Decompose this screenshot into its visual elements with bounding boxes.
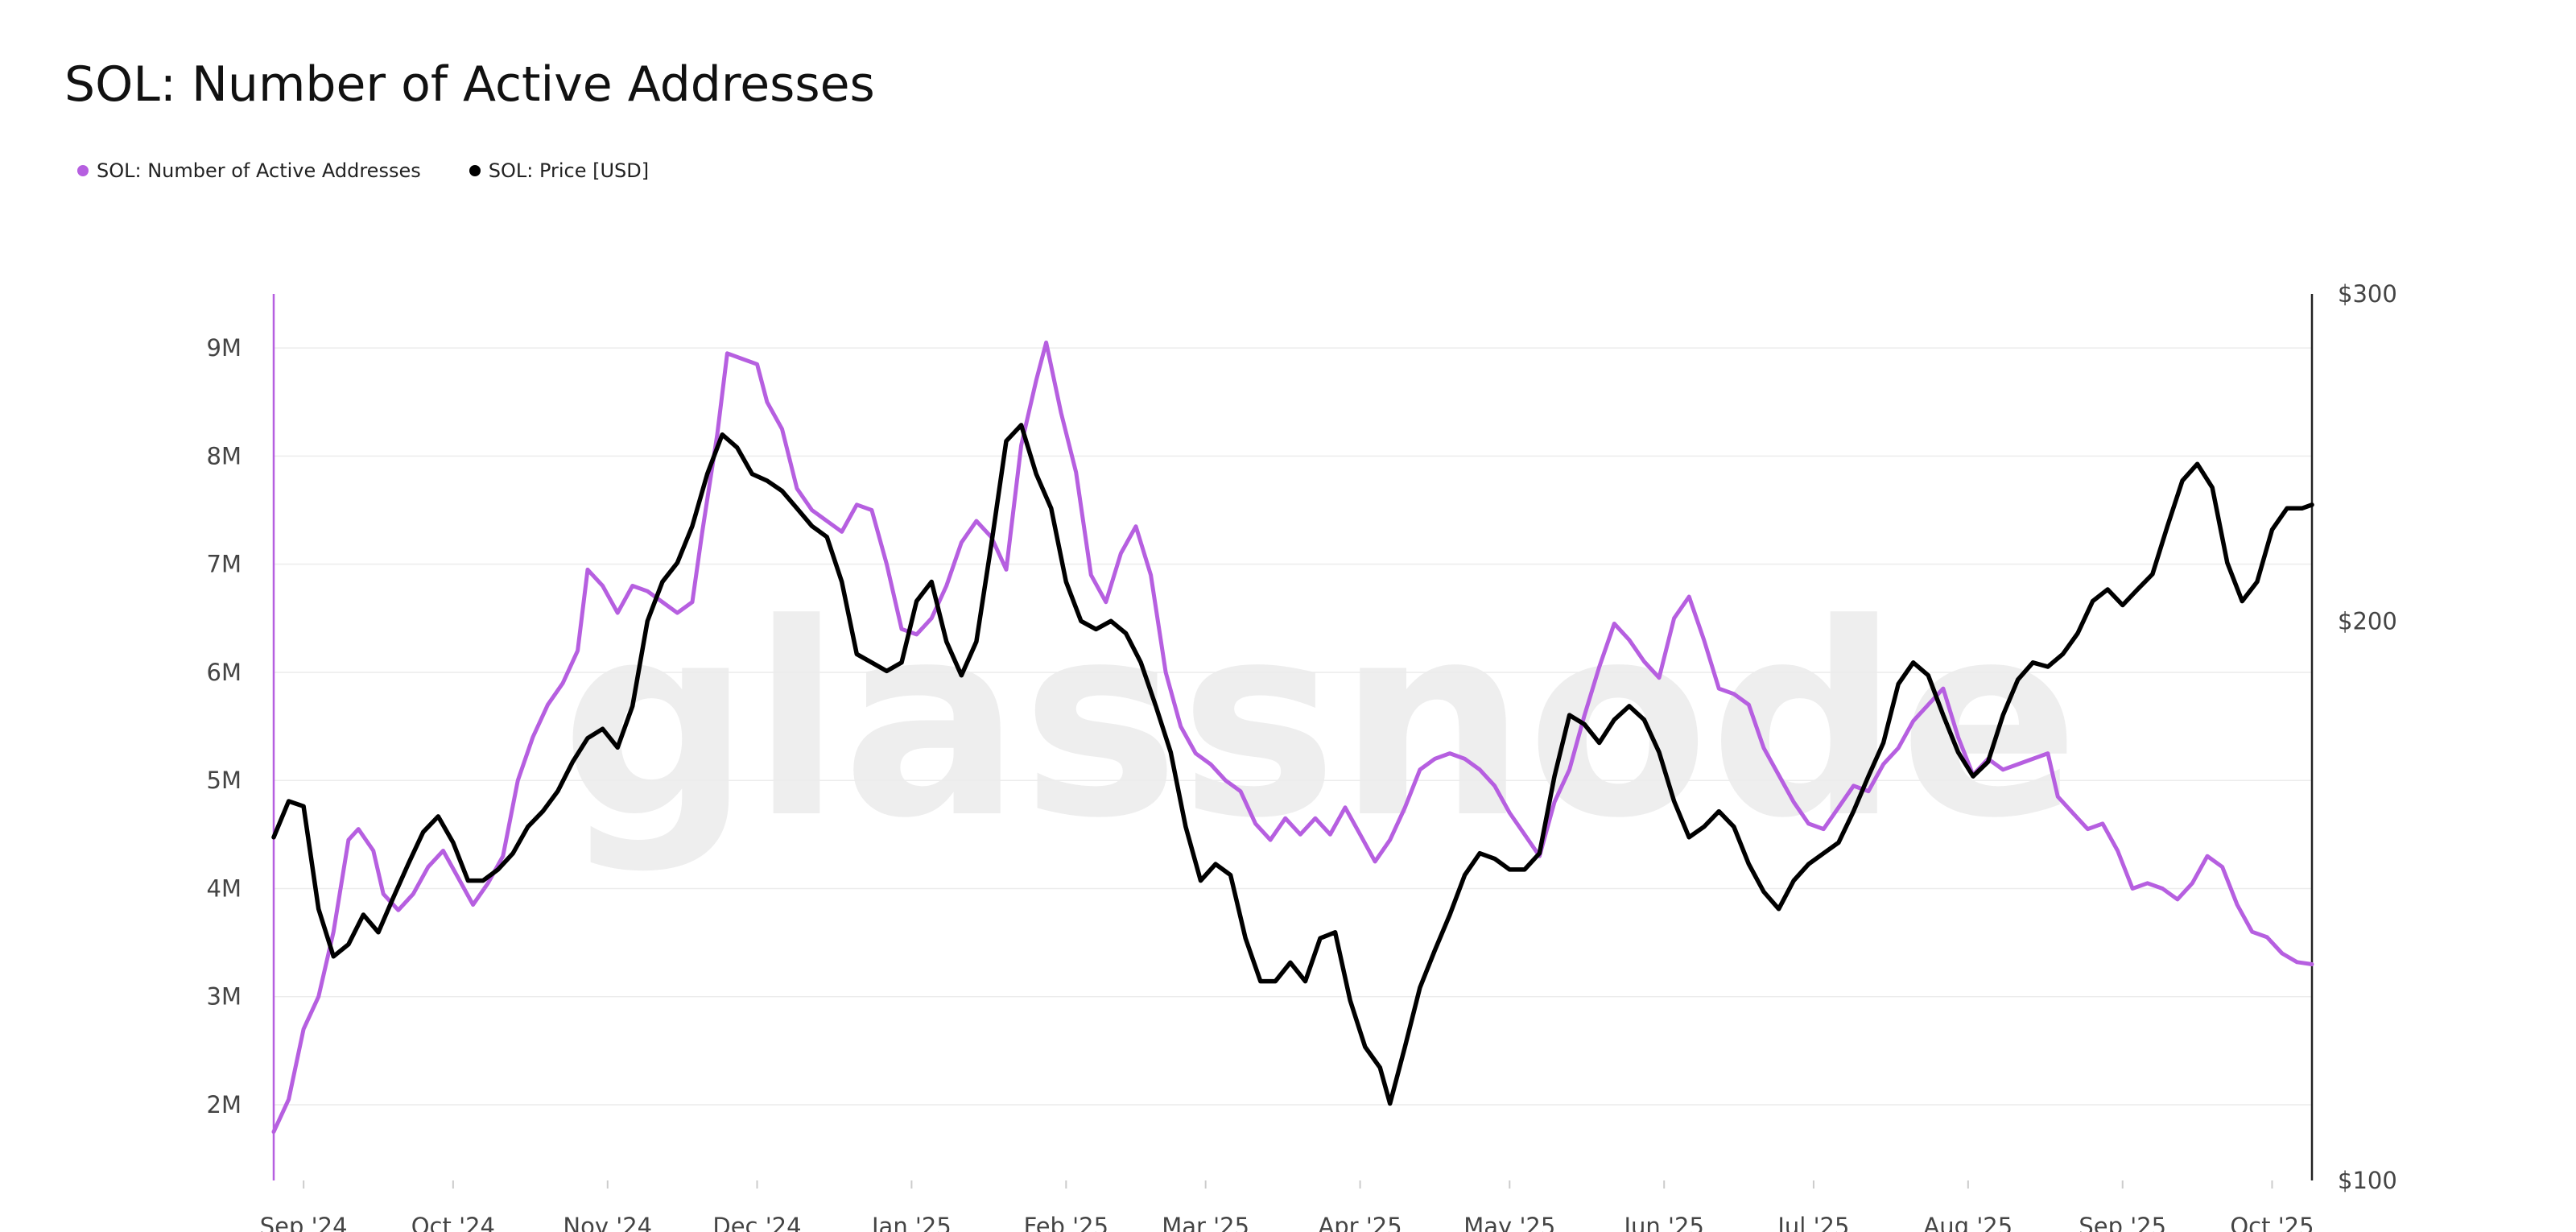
x-tick-label: Apr '25 — [1318, 1213, 1402, 1232]
x-tick-label: Oct '24 — [411, 1213, 495, 1232]
legend-label-active-addresses: SOL: Number of Active Addresses — [97, 159, 421, 182]
y-right-tick-label: $300 — [2338, 280, 2397, 308]
chart-title: SOL: Number of Active Addresses — [64, 56, 875, 113]
x-tick-label: Sep '24 — [260, 1213, 348, 1232]
y-left-tick-label: 8M — [207, 442, 242, 469]
gridlines — [274, 347, 2312, 1106]
y-left-tick-label: 7M — [207, 551, 242, 578]
y-left-tick-label: 9M — [207, 334, 242, 362]
watermark: glassnode — [561, 567, 2080, 876]
chart-legend: SOL: Number of Active Addresses SOL: Pri… — [77, 159, 649, 182]
x-tick-label: Dec '24 — [712, 1213, 801, 1232]
legend-label-price: SOL: Price [USD] — [488, 159, 650, 182]
y-left-tick-label: 6M — [207, 659, 242, 686]
x-tick-label: Jun '25 — [1623, 1213, 1704, 1232]
series-lines — [271, 340, 2314, 1135]
tick-labels: 2M 3M 4M 5M 6M 7M 8M 9M $100 $200 $300 Sep '24 Oct '… — [207, 280, 2397, 1232]
y-right-tick-label: $200 — [2338, 607, 2397, 635]
x-tick-label: Oct '25 — [2230, 1213, 2314, 1232]
series-line-price — [271, 423, 2314, 1106]
legend-dot-icon — [77, 165, 89, 176]
x-tick-label: Sep '25 — [2079, 1213, 2166, 1232]
y-left-tick-label: 2M — [207, 1091, 242, 1118]
x-tick-label: Mar '25 — [1162, 1213, 1249, 1232]
x-tick-label: Feb '25 — [1024, 1213, 1108, 1232]
x-tick-label: Jan '25 — [870, 1213, 952, 1232]
legend-item-price[interactable]: SOL: Price [USD] — [469, 159, 649, 182]
axes — [272, 294, 2314, 1189]
x-tick-label: Aug '25 — [1923, 1213, 2013, 1232]
legend-item-active-addresses[interactable]: SOL: Number of Active Addresses — [77, 159, 421, 182]
legend-dot-icon — [469, 165, 481, 176]
y-left-tick-label: 5M — [207, 767, 242, 794]
x-tick-label: Jul '25 — [1776, 1213, 1849, 1232]
x-tick-label: May '25 — [1463, 1213, 1555, 1232]
y-left-tick-label: 3M — [207, 983, 242, 1011]
y-right-tick-label: $100 — [2338, 1167, 2397, 1194]
x-tick-label: Nov '24 — [563, 1213, 652, 1232]
y-left-tick-label: 4M — [207, 874, 242, 902]
